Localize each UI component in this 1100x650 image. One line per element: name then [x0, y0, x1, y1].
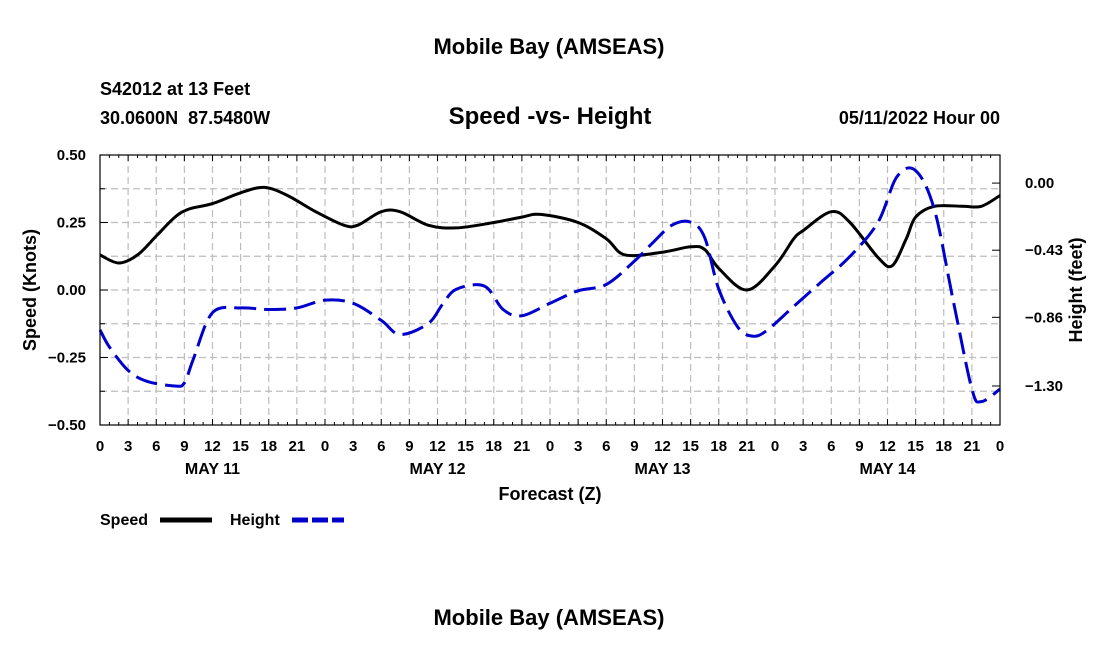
series-speed-line — [99, 185, 1001, 292]
x-tick-label: 12 — [879, 438, 896, 455]
x-tick-label: 15 — [457, 438, 474, 455]
day-label: MAY 14 — [859, 461, 915, 478]
x-tick-label: 15 — [907, 438, 924, 455]
x-tick-label: 0 — [321, 438, 329, 455]
y2-tick-label: 0.00 — [1025, 175, 1054, 192]
x-tick-label: 21 — [514, 438, 531, 455]
x-tick-label: 9 — [630, 438, 638, 455]
x-tick-label: 18 — [260, 438, 277, 455]
x-tick-label: 3 — [124, 438, 132, 455]
y2-tick-label: −0.86 — [1025, 309, 1063, 326]
x-tick-label: 21 — [739, 438, 756, 455]
coordinates-label: 30.0600N 87.5480W — [100, 108, 270, 128]
chart-title: Speed -vs- Height — [449, 103, 652, 130]
x-tick-label: 15 — [232, 438, 249, 455]
x-tick-label: 12 — [204, 438, 221, 455]
x-tick-label: 6 — [827, 438, 835, 455]
x-tick-label: 0 — [771, 438, 779, 455]
y-tick-label: 0.50 — [57, 147, 86, 164]
x-tick-label: 18 — [485, 438, 502, 455]
x-tick-label: 9 — [855, 438, 863, 455]
y-axis-label: Speed (Knots) — [20, 229, 40, 351]
x-tick-label: 3 — [574, 438, 582, 455]
x-tick-label: 6 — [602, 438, 610, 455]
legend: Speed Height — [100, 512, 344, 529]
legend-speed-label: Speed — [100, 512, 148, 529]
x-tick-label: 12 — [654, 438, 671, 455]
y2-axis-label: Height (feet) — [1066, 238, 1086, 343]
x-tick-label: 0 — [996, 438, 1004, 455]
x-tick-label: 21 — [964, 438, 981, 455]
series-height-line — [98, 166, 1001, 404]
x-tick-label: 6 — [377, 438, 385, 455]
x-tick-label: 18 — [710, 438, 727, 455]
forecast-date-label: 05/11/2022 Hour 00 — [839, 108, 1000, 128]
x-tick-label: 18 — [935, 438, 952, 455]
day-label: MAY 12 — [409, 461, 465, 478]
series-group — [98, 166, 1001, 404]
y-tick-label: −0.25 — [48, 350, 86, 367]
x-tick-label: 3 — [349, 438, 357, 455]
x-tick-label: 9 — [405, 438, 413, 455]
page-footer-title: Mobile Bay (AMSEAS) — [433, 605, 664, 630]
y-tick-label: 0.00 — [57, 282, 86, 299]
x-axis-label: Forecast (Z) — [498, 484, 601, 504]
x-tick-label: 6 — [152, 438, 160, 455]
axis-ticks: 0 3 6 9 12 15 18 21 0 3 6 9 12 15 18 21 0 3 6 9 12 15 18 21 0 3 6 9… — [48, 147, 1063, 478]
day-label: MAY 11 — [185, 461, 240, 478]
y2-tick-label: −1.30 — [1025, 378, 1063, 395]
y-tick-label: −0.50 — [48, 417, 86, 434]
legend-height-label: Height — [230, 512, 280, 529]
y-tick-label: 0.25 — [57, 215, 86, 232]
page-title: Mobile Bay (AMSEAS) — [433, 34, 664, 59]
x-tick-label: 0 — [546, 438, 554, 455]
day-label: MAY 13 — [634, 461, 690, 478]
x-tick-label: 3 — [799, 438, 807, 455]
x-tick-label: 21 — [289, 438, 306, 455]
x-tick-label: 9 — [180, 438, 188, 455]
x-tick-label: 12 — [429, 438, 446, 455]
x-tick-label: 0 — [96, 438, 104, 455]
station-label: S42012 at 13 Feet — [100, 79, 250, 99]
grid-lines — [100, 155, 1000, 425]
y2-tick-label: −0.43 — [1025, 242, 1063, 259]
x-tick-label: 15 — [682, 438, 699, 455]
